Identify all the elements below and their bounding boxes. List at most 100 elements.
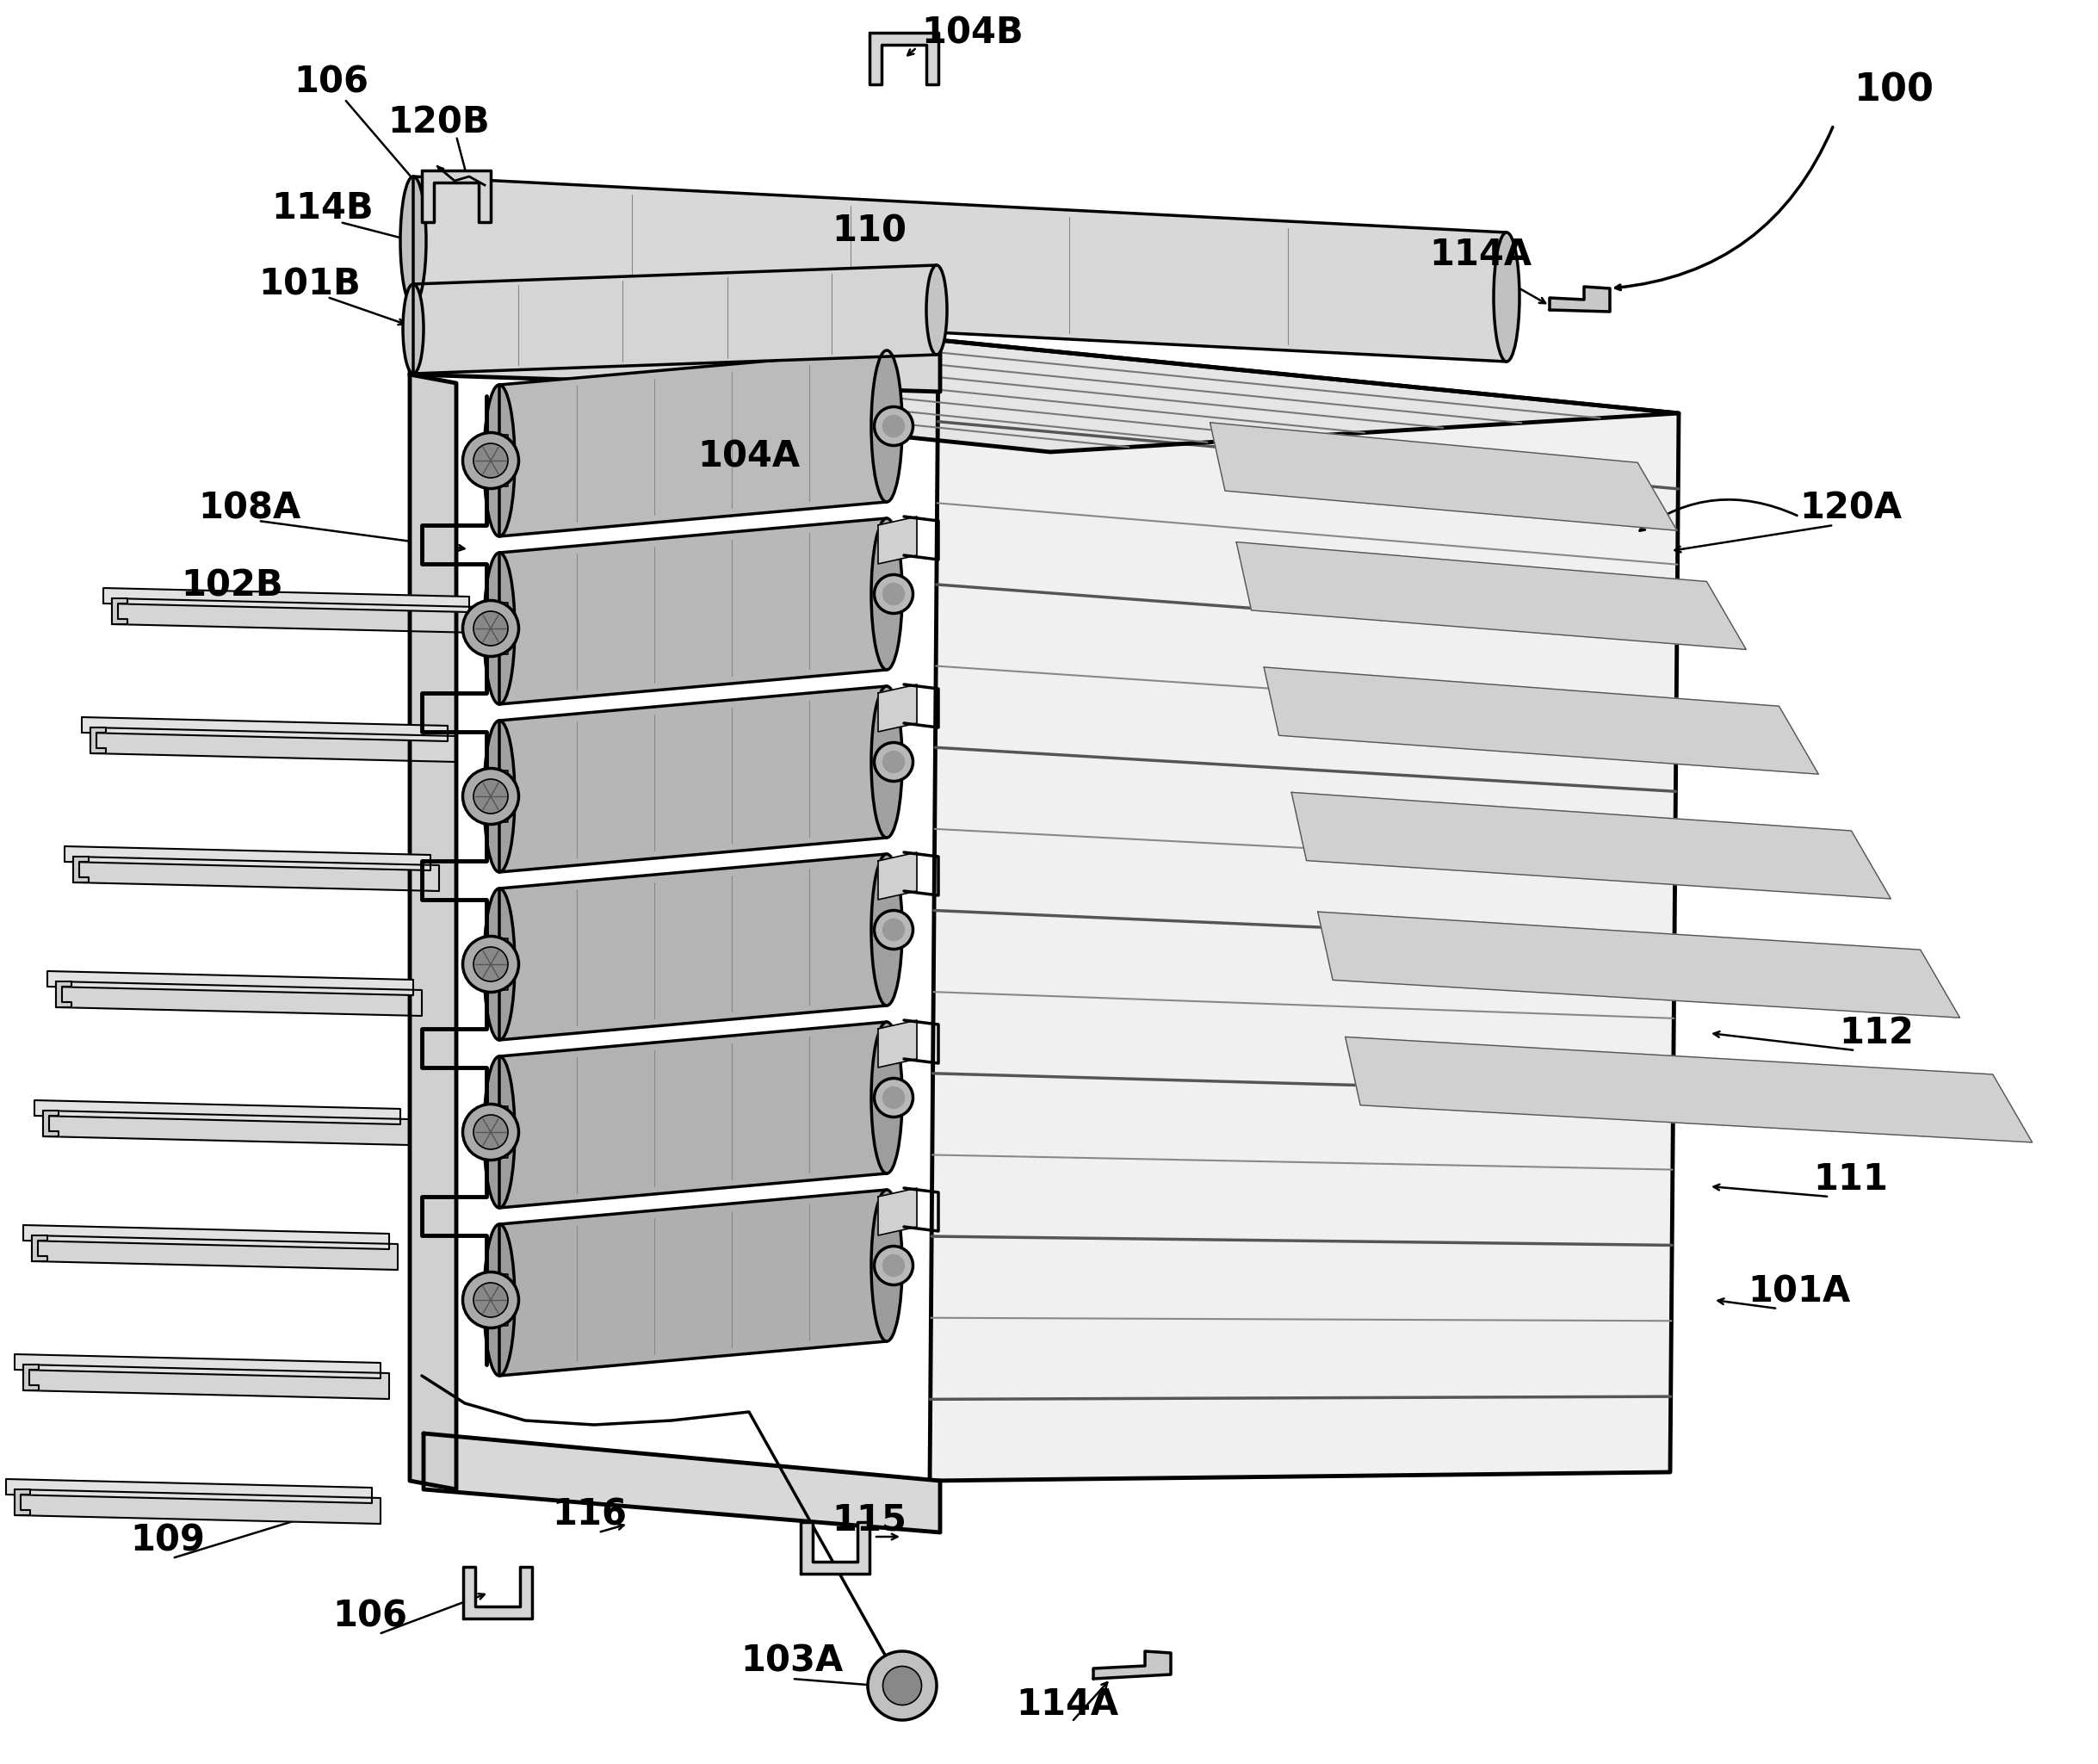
Polygon shape <box>48 972 413 995</box>
Ellipse shape <box>464 600 518 656</box>
Ellipse shape <box>474 612 508 646</box>
Text: 115: 115 <box>833 1503 906 1538</box>
Polygon shape <box>44 1111 409 1145</box>
Ellipse shape <box>871 351 902 503</box>
Polygon shape <box>480 603 508 654</box>
Polygon shape <box>1318 912 1960 1018</box>
Polygon shape <box>82 718 447 741</box>
Polygon shape <box>499 351 887 536</box>
Ellipse shape <box>871 519 902 670</box>
Text: 120A: 120A <box>1800 490 1903 526</box>
Ellipse shape <box>883 415 904 437</box>
Polygon shape <box>57 981 71 1007</box>
Ellipse shape <box>474 780 508 813</box>
Ellipse shape <box>883 1667 921 1706</box>
Polygon shape <box>879 517 917 564</box>
Polygon shape <box>111 598 478 633</box>
Ellipse shape <box>871 686 902 838</box>
Polygon shape <box>499 854 887 1041</box>
Polygon shape <box>1093 1651 1171 1679</box>
Polygon shape <box>15 1355 380 1378</box>
Polygon shape <box>879 1020 917 1067</box>
Text: 102B: 102B <box>180 568 283 603</box>
Ellipse shape <box>875 910 913 949</box>
Ellipse shape <box>927 265 946 355</box>
Ellipse shape <box>464 1272 518 1328</box>
Text: 114A: 114A <box>1015 1686 1118 1723</box>
Polygon shape <box>464 1566 533 1619</box>
Polygon shape <box>499 519 887 704</box>
Polygon shape <box>1345 1037 2033 1143</box>
Text: 111: 111 <box>1813 1161 1888 1198</box>
Polygon shape <box>15 1489 380 1524</box>
Polygon shape <box>111 598 128 624</box>
Ellipse shape <box>464 937 518 991</box>
Polygon shape <box>879 852 917 900</box>
Polygon shape <box>73 857 438 891</box>
Text: 116: 116 <box>552 1498 627 1533</box>
Ellipse shape <box>474 443 508 478</box>
Ellipse shape <box>474 1115 508 1150</box>
Text: 103A: 103A <box>741 1644 843 1679</box>
Polygon shape <box>480 1274 508 1327</box>
Ellipse shape <box>474 1282 508 1318</box>
Polygon shape <box>90 727 105 753</box>
Polygon shape <box>1292 792 1890 898</box>
Polygon shape <box>508 340 1678 452</box>
Polygon shape <box>34 1101 401 1124</box>
Ellipse shape <box>871 854 902 1005</box>
Ellipse shape <box>464 769 518 824</box>
Polygon shape <box>499 1189 887 1376</box>
Polygon shape <box>480 1106 508 1157</box>
Ellipse shape <box>485 1057 514 1208</box>
Ellipse shape <box>883 919 904 940</box>
Ellipse shape <box>883 751 904 773</box>
Polygon shape <box>103 587 470 612</box>
Ellipse shape <box>401 176 426 305</box>
Polygon shape <box>869 34 938 85</box>
Polygon shape <box>23 1224 388 1249</box>
Text: 104B: 104B <box>921 14 1024 51</box>
Ellipse shape <box>485 889 514 1041</box>
Ellipse shape <box>485 385 514 536</box>
Text: 108A: 108A <box>199 490 300 526</box>
Polygon shape <box>31 1235 399 1270</box>
Ellipse shape <box>875 1078 913 1117</box>
Polygon shape <box>23 1365 38 1390</box>
Polygon shape <box>1236 542 1746 649</box>
Polygon shape <box>480 938 508 990</box>
Text: 101B: 101B <box>258 266 361 302</box>
Ellipse shape <box>875 1245 913 1284</box>
Polygon shape <box>31 1235 48 1261</box>
Polygon shape <box>90 727 455 762</box>
Polygon shape <box>65 847 430 870</box>
Ellipse shape <box>485 552 514 704</box>
Polygon shape <box>801 1522 869 1573</box>
Ellipse shape <box>875 575 913 614</box>
Ellipse shape <box>485 720 514 871</box>
Ellipse shape <box>883 1087 904 1108</box>
Text: 106: 106 <box>334 1598 407 1635</box>
Polygon shape <box>73 857 88 882</box>
Polygon shape <box>422 171 491 222</box>
Polygon shape <box>57 981 422 1016</box>
Polygon shape <box>424 1434 940 1533</box>
Ellipse shape <box>871 1021 902 1173</box>
Text: 109: 109 <box>130 1522 206 1559</box>
Text: 100: 100 <box>1855 72 1934 109</box>
Polygon shape <box>499 1021 887 1208</box>
Polygon shape <box>413 265 936 374</box>
Ellipse shape <box>883 1254 904 1277</box>
Polygon shape <box>6 1478 371 1503</box>
Polygon shape <box>15 1489 29 1515</box>
Ellipse shape <box>1494 233 1519 362</box>
Polygon shape <box>1211 423 1676 531</box>
Ellipse shape <box>403 284 424 374</box>
Text: 106: 106 <box>294 64 369 101</box>
Text: 104A: 104A <box>699 437 799 475</box>
Ellipse shape <box>485 1224 514 1376</box>
Ellipse shape <box>875 407 913 446</box>
Text: 120B: 120B <box>388 104 491 141</box>
Polygon shape <box>23 1365 388 1399</box>
Polygon shape <box>480 771 508 822</box>
